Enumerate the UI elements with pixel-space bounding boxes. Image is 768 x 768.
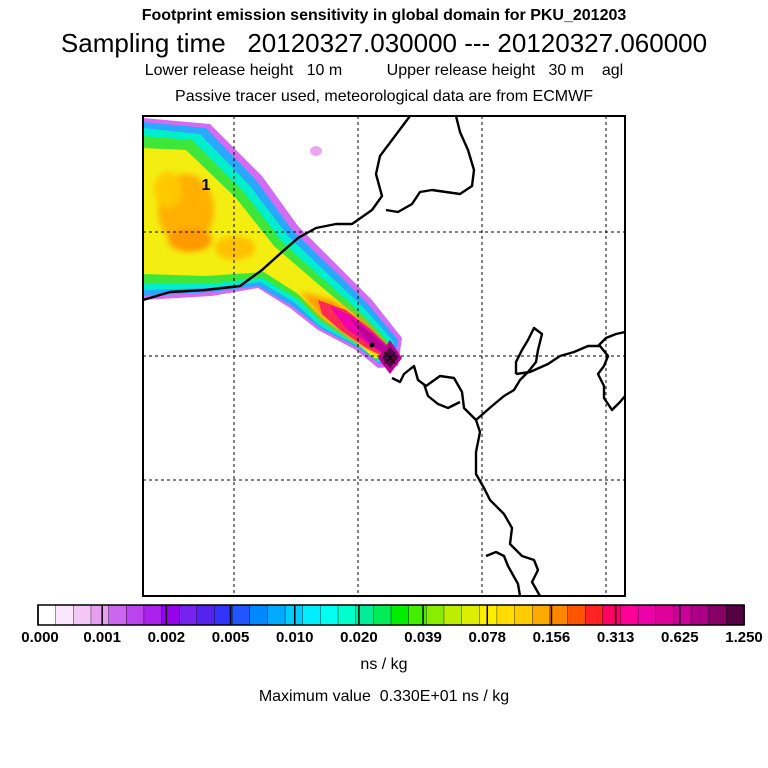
map-gridlines <box>143 116 625 596</box>
footprint-map: 1 <box>142 115 626 597</box>
colorbar-tick-label: 0.000 <box>21 629 59 646</box>
colorbar-cell <box>37 604 57 626</box>
emission-plume <box>143 118 402 374</box>
colorbar-cell <box>567 604 586 626</box>
colorbar-tick-label: 0.078 <box>468 629 507 646</box>
release-point-marker <box>369 342 375 348</box>
colorbar-tick-label: 0.156 <box>532 629 571 646</box>
colorbar-cell <box>602 604 622 626</box>
colorbar-cell <box>337 604 357 626</box>
colorbar-cell <box>496 604 516 626</box>
colorbar-tick-label: 0.625 <box>661 629 699 646</box>
colorbar-cell <box>320 604 339 626</box>
colorbar-cell <box>584 604 604 626</box>
colorbar-cell <box>73 604 92 626</box>
colorbar-tick-label: 0.002 <box>147 629 186 646</box>
release-height: Lower release height 10 m Upper release … <box>144 62 624 79</box>
colorbar-cell <box>126 604 145 626</box>
colorbar-cell <box>479 604 498 626</box>
colorbar-cell <box>55 604 75 626</box>
colorbar-units: ns / kg <box>360 656 408 673</box>
colorbar-cell <box>302 604 322 626</box>
colorbar-tick-label: 0.313 <box>596 629 635 646</box>
colorbar-tick-label: 0.010 <box>275 629 314 646</box>
colorbar-cell <box>461 604 480 626</box>
map-frame <box>142 115 626 597</box>
colorbar-cell <box>655 604 675 626</box>
colorbar-cell <box>249 604 269 626</box>
colorbar-cell <box>143 604 163 626</box>
colorbar-cell <box>178 604 198 626</box>
colorbar-cell <box>549 604 569 626</box>
colorbar-cell <box>90 604 110 626</box>
colorbar-cell <box>408 604 427 626</box>
colorbar-tick-label: 0.005 <box>211 629 250 646</box>
colorbar-cell <box>514 604 533 626</box>
colorbar-cell <box>373 604 392 626</box>
colorbar-tick-label: 0.001 <box>83 629 121 646</box>
colorbar-tick-label: 0.039 <box>404 629 442 646</box>
colorbar-cell <box>726 604 745 626</box>
sampling-time: Sampling time 20120327.030000 --- 201203… <box>60 28 708 58</box>
colorbar-cells <box>37 604 745 626</box>
coastlines <box>143 116 625 596</box>
colorbar-cell <box>161 604 180 626</box>
colorbar <box>37 604 745 626</box>
tracer-info: Passive tracer used, meteorological data… <box>175 88 593 105</box>
colorbar-cell <box>620 604 639 626</box>
colorbar-cell <box>426 604 445 626</box>
colorbar-cell <box>637 604 657 626</box>
colorbar-cell <box>708 604 728 626</box>
colorbar-cell <box>532 604 551 626</box>
plot-title: Footprint emission sensitivity in global… <box>141 7 627 24</box>
contour-label: 1 <box>202 177 211 194</box>
colorbar-cell <box>390 604 410 626</box>
receptor-cross-marker <box>383 351 397 365</box>
colorbar-cell <box>196 604 216 626</box>
colorbar-tick-label: 0.020 <box>340 629 378 646</box>
colorbar-tick-label: 1.250 <box>725 629 763 646</box>
colorbar-cell <box>267 604 286 626</box>
colorbar-cell <box>673 604 692 626</box>
maximum-value: Maximum value 0.330E+01 ns / kg <box>258 688 510 705</box>
colorbar-cell <box>690 604 710 626</box>
colorbar-cell <box>108 604 127 626</box>
colorbar-cell <box>231 604 251 626</box>
colorbar-cell <box>443 604 463 626</box>
colorbar-frame <box>37 604 745 626</box>
